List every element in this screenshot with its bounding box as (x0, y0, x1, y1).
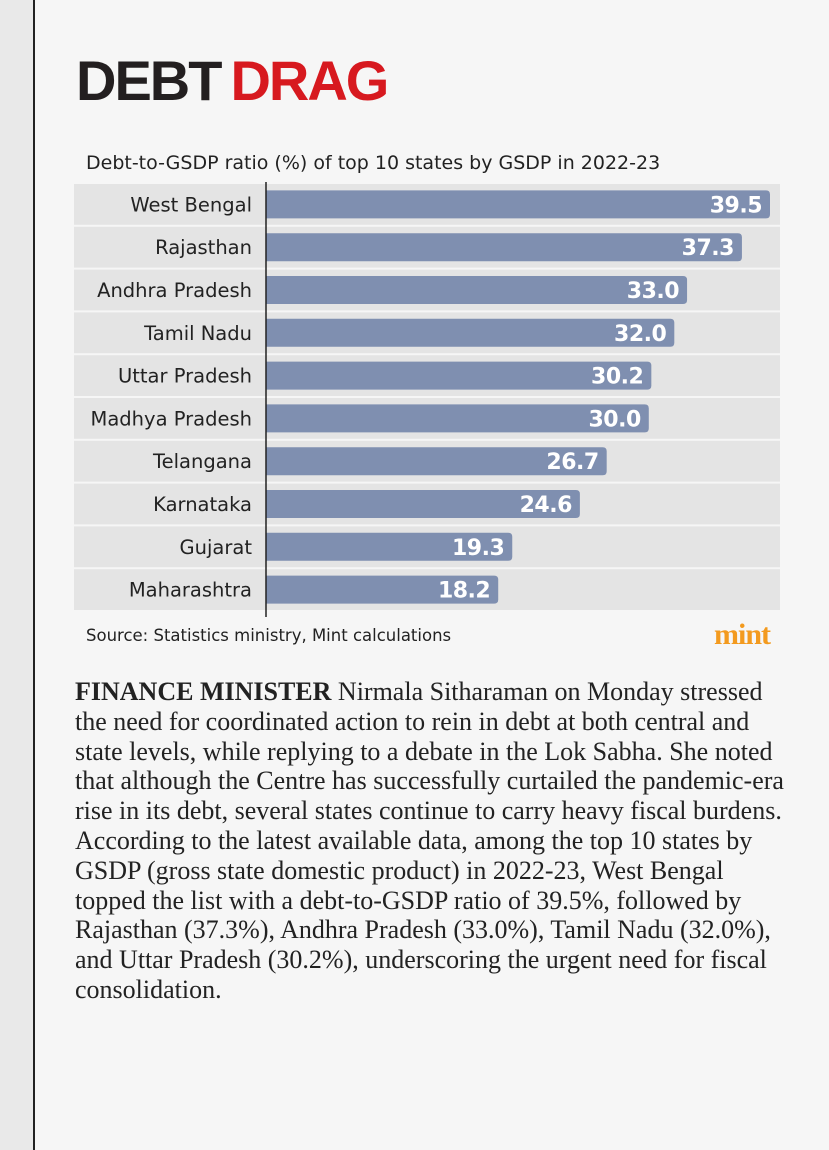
source: Source: Statistics ministry, Mint calcul… (86, 626, 451, 645)
bar (266, 490, 580, 518)
bar (266, 361, 652, 390)
value-label: 32.0 (614, 322, 666, 347)
bar (266, 404, 649, 433)
title-word: DEBT (76, 49, 222, 112)
category-label: Telangana (152, 450, 252, 473)
category-label: Gujarat (180, 536, 253, 559)
bar (266, 532, 513, 561)
value-label: 39.5 (710, 193, 762, 218)
body-lead: FINANCE MINISTER (75, 677, 332, 706)
category-label: Uttar Pradesh (118, 365, 252, 388)
chart-subtitle: Debt-to-GSDP ratio (%) of top 10 states … (86, 152, 660, 174)
bar (266, 575, 499, 604)
category-label: Tamil Nadu (143, 322, 252, 345)
category-label: Maharashtra (129, 579, 252, 602)
category-label: Karnataka (153, 493, 252, 516)
value-label: 30.2 (591, 365, 643, 390)
chart-title: DEBT DRAG (76, 49, 387, 112)
value-label: 30.0 (589, 407, 641, 432)
title-word: DRAG (230, 49, 387, 112)
chart: DEBT DRAG Debt-to-GSDP ratio (%) of top 1… (74, 49, 780, 651)
value-label: 37.3 (682, 236, 734, 261)
category-label: Madhya Pradesh (91, 407, 252, 430)
body-paragraph: FINANCE MINISTER Nirmala Sitharaman on M… (75, 677, 787, 1005)
value-label: 26.7 (546, 450, 598, 475)
bar (266, 190, 770, 219)
body-text: Nirmala Sitharaman on Monday stressed th… (75, 677, 784, 1004)
value-label: 24.6 (520, 493, 572, 518)
bar (266, 276, 688, 304)
bar (266, 447, 607, 476)
value-label: 18.2 (438, 579, 490, 604)
side-strip (0, 0, 35, 1150)
category-label: Andhra Pradesh (97, 279, 252, 302)
value-label: 19.3 (452, 536, 504, 561)
bar (266, 318, 675, 347)
bar (266, 233, 742, 262)
logo: mint (714, 618, 771, 651)
category-label: Rajasthan (155, 236, 252, 259)
value-label: 33.0 (627, 279, 679, 304)
category-label: West Bengal (130, 193, 252, 216)
